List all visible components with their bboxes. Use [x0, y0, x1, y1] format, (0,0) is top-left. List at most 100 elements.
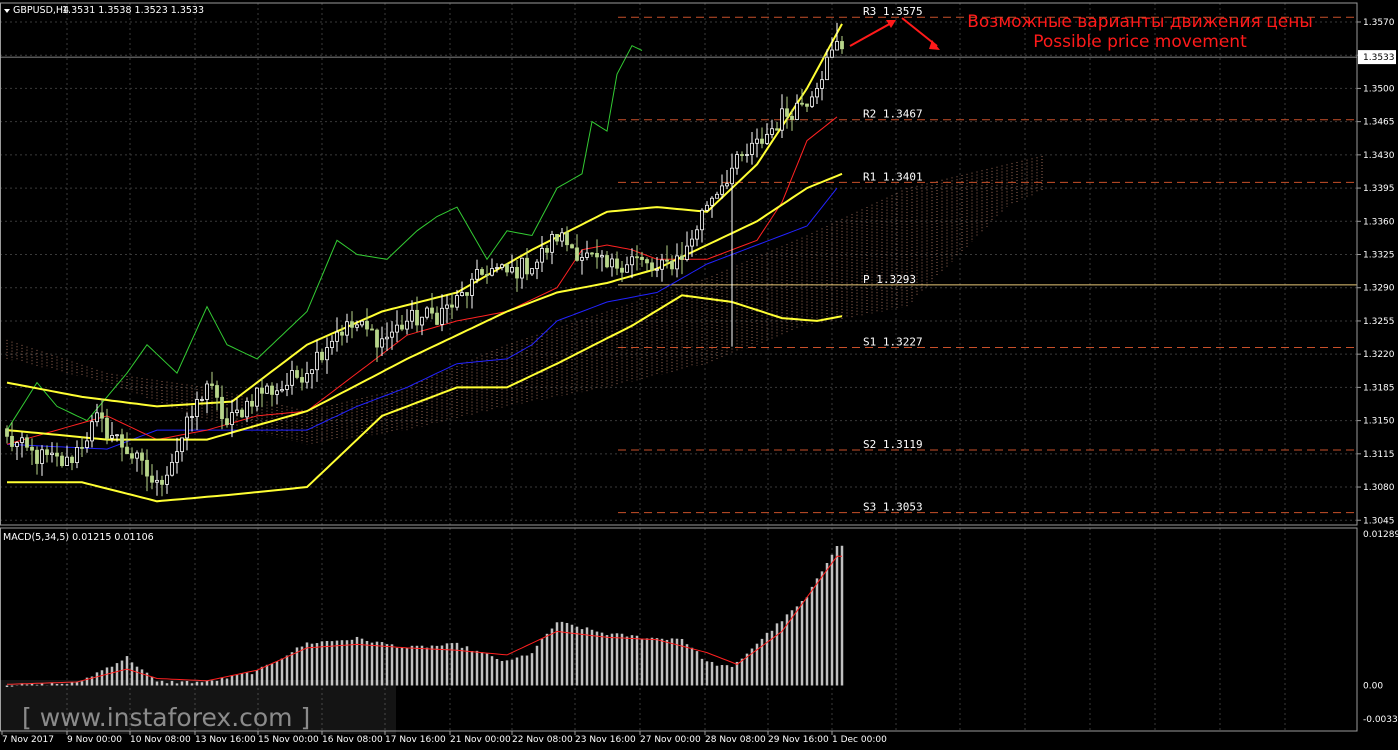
time-tick-label: 22 Nov 08:00 — [512, 735, 573, 745]
watermark-backdrop — [0, 680, 396, 734]
time-tick-label: 17 Nov 16:00 — [385, 735, 446, 745]
candle-body — [695, 229, 699, 240]
candle-body — [105, 417, 109, 439]
pivot-label-r3: R3 1.3575 — [863, 5, 923, 18]
candle-body — [655, 268, 659, 271]
candle-body — [35, 449, 39, 464]
candle-body — [500, 264, 504, 268]
candle-body — [775, 128, 779, 131]
candle-body — [225, 418, 229, 425]
candle-body — [825, 57, 829, 81]
candle-body — [710, 197, 714, 206]
candle-body — [395, 324, 399, 333]
candle-body — [425, 307, 429, 318]
candle-body — [635, 256, 639, 259]
candle-body — [415, 309, 419, 326]
price-tick-label: 1.3500 — [1363, 84, 1395, 94]
candle-body — [495, 267, 499, 269]
candle-body — [245, 400, 249, 418]
candle-body — [590, 252, 594, 255]
candle-body — [290, 370, 294, 386]
candle-body — [285, 384, 289, 390]
candle-body — [10, 435, 14, 447]
candle-body — [275, 390, 279, 395]
candle-body — [50, 452, 54, 455]
candle-body — [240, 409, 244, 418]
price-tick-label: 1.3430 — [1363, 151, 1395, 161]
candle-body — [420, 316, 424, 326]
candle-body — [600, 255, 604, 258]
candle-body — [585, 252, 589, 258]
chart-menu-triangle-icon[interactable] — [4, 9, 10, 13]
candle-body — [455, 295, 459, 308]
candle-body — [155, 479, 159, 483]
candle-body — [205, 383, 209, 400]
candle-body — [305, 373, 309, 383]
candle-body — [330, 340, 334, 348]
candle-body — [675, 255, 679, 270]
candle-body — [360, 320, 364, 326]
pivot-label-r1: R1 1.3401 — [863, 170, 923, 183]
candle-body — [835, 41, 839, 51]
price-tick-label: 1.3080 — [1363, 483, 1395, 493]
candle-body — [810, 96, 814, 107]
candle-body — [830, 49, 834, 58]
candle-body — [170, 461, 174, 476]
candle-body — [690, 238, 694, 247]
price-tick-label: 1.3325 — [1363, 251, 1395, 261]
candle-body — [70, 456, 74, 464]
candle-body — [375, 329, 379, 348]
candlestick-series[interactable] — [5, 22, 844, 497]
candle-body — [650, 262, 654, 271]
time-tick-label: 29 Nov 16:00 — [768, 735, 829, 745]
macd-title: MACD(5,34,5) 0.01215 0.01106 — [3, 532, 154, 543]
candle-body — [820, 79, 824, 89]
candle-body — [610, 258, 614, 268]
price-tick-label: 1.3185 — [1363, 383, 1395, 393]
current-price-label: 1.3533 — [1363, 53, 1395, 63]
candle-body — [130, 453, 134, 459]
candle-body — [645, 259, 649, 264]
candle-body — [790, 115, 794, 120]
candle-body — [320, 351, 324, 361]
pivot-levels: R3 1.3575 R2 1.3467 R1 1.3401 P 1.3293 S1 1.… — [618, 5, 1357, 514]
candle-body — [535, 261, 539, 269]
candle-body — [680, 255, 684, 260]
candle-body — [465, 292, 469, 296]
candle-body — [765, 134, 769, 144]
candle-body — [625, 264, 629, 273]
candle-body — [210, 383, 214, 386]
watermark: [ www.instaforex.com ] — [22, 703, 310, 732]
chart-frame — [0, 2, 1358, 732]
candle-body — [485, 274, 489, 276]
time-tick-label: 13 Nov 16:00 — [195, 735, 256, 745]
price-tick-label: 1.3570 — [1363, 18, 1395, 28]
candle-body — [740, 154, 744, 156]
candle-body — [235, 409, 239, 413]
candle-body — [365, 320, 369, 330]
candle-body — [65, 456, 69, 466]
candle-body — [100, 412, 104, 419]
candle-body — [20, 437, 24, 443]
candle-body — [195, 399, 199, 417]
candle-body — [265, 385, 269, 394]
candle-body — [355, 324, 359, 328]
candle-body — [520, 257, 524, 279]
candle-body — [295, 370, 299, 378]
candle-body — [620, 267, 624, 273]
candle-body — [85, 440, 89, 448]
candle-body — [575, 247, 579, 261]
price-tick-label: 1.3150 — [1363, 417, 1395, 427]
candle-body — [95, 412, 99, 423]
candle-body — [140, 452, 144, 461]
candle-body — [230, 412, 234, 425]
candle-body — [615, 258, 619, 269]
macd-tick-label: 0.01289 — [1363, 530, 1398, 540]
candle-body — [5, 428, 9, 437]
candle-body — [505, 264, 509, 273]
price-tick-label: 1.3255 — [1363, 317, 1395, 327]
candle-body — [685, 245, 689, 260]
chart-ohlc-label: 1.3531 1.3538 1.3523 1.3533 — [62, 5, 204, 16]
price-tick-label: 1.3220 — [1363, 350, 1395, 360]
